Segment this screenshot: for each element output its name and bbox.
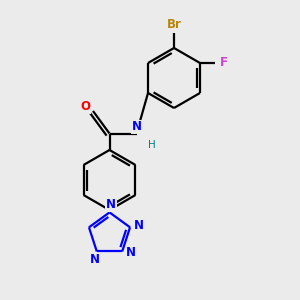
Text: N: N bbox=[134, 219, 143, 232]
Text: F: F bbox=[220, 56, 228, 70]
Text: N: N bbox=[90, 254, 100, 266]
Text: Br: Br bbox=[167, 18, 182, 31]
Text: N: N bbox=[106, 198, 116, 212]
Text: N: N bbox=[126, 247, 136, 260]
Text: N: N bbox=[131, 120, 142, 134]
Text: H: H bbox=[148, 140, 155, 151]
Text: O: O bbox=[80, 100, 91, 113]
